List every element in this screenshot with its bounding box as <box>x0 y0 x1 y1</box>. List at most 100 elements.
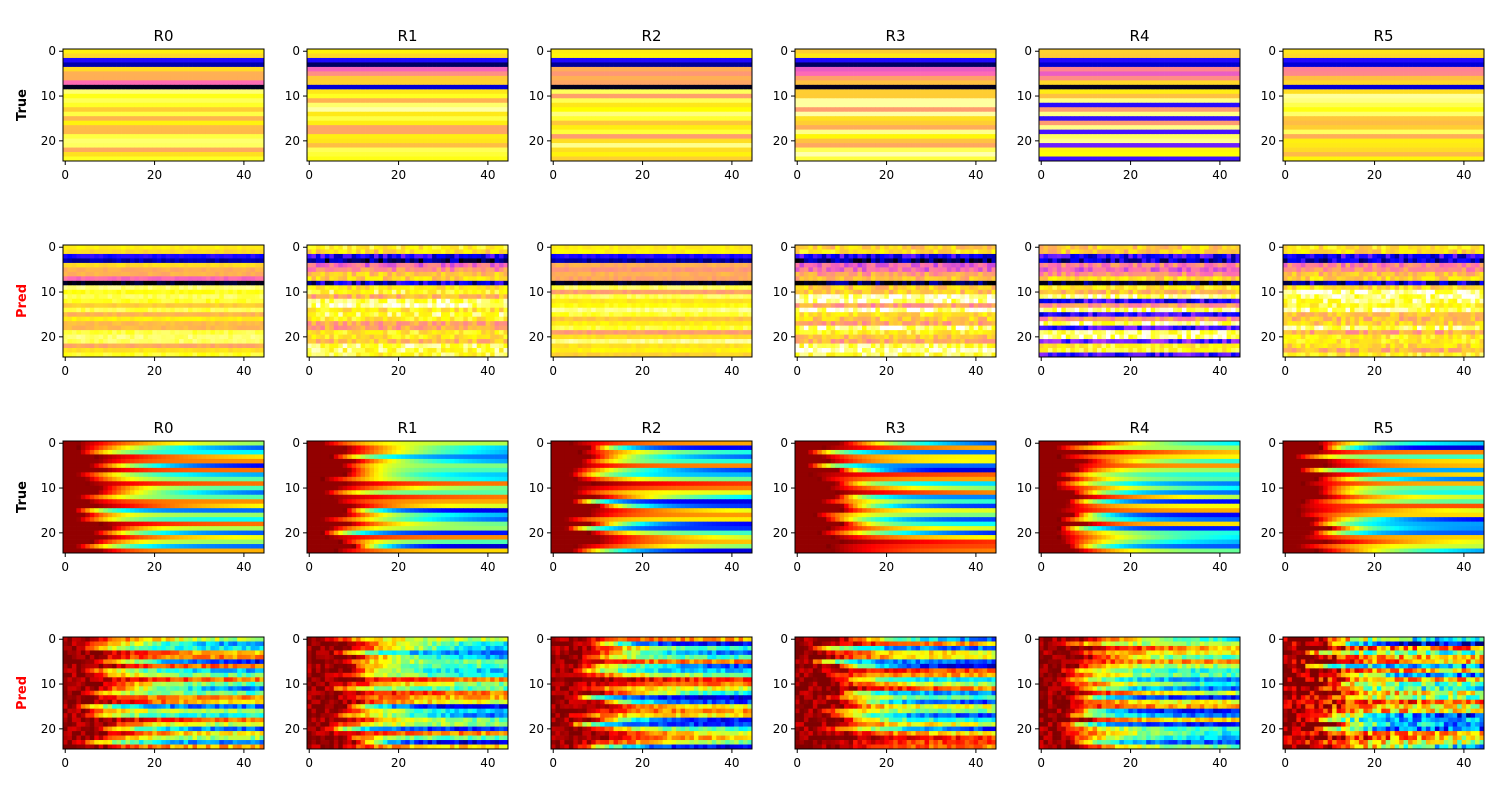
heatmap-cell <box>436 125 442 130</box>
heatmap-cell <box>490 156 495 162</box>
heatmap-cell <box>1146 84 1152 90</box>
heatmap-cell <box>467 98 473 104</box>
heatmap-cell <box>808 66 814 72</box>
heatmap-cell <box>693 120 699 126</box>
heatmap-cell <box>130 134 135 139</box>
heatmap-cell <box>862 147 867 153</box>
heatmap-cell <box>853 116 858 122</box>
heatmap-cell <box>1088 80 1093 86</box>
heatmap-cell <box>476 134 482 139</box>
heatmap-cell <box>130 143 135 148</box>
heatmap-cell <box>179 49 184 54</box>
heatmap-cell <box>689 98 695 104</box>
heatmap-cell <box>382 89 388 95</box>
heatmap-cell <box>205 152 211 157</box>
heatmap-cell <box>893 147 899 153</box>
heatmap-cell <box>884 98 890 104</box>
heatmap-cell <box>1199 66 1205 72</box>
heatmap-cell <box>937 71 943 77</box>
y-tick-label: 0 <box>536 44 544 58</box>
heatmap-cell <box>338 53 344 59</box>
heatmap-cell <box>338 147 344 153</box>
heatmap-cell <box>347 147 353 153</box>
heatmap-cell <box>76 93 82 99</box>
heatmap-cell <box>125 66 131 72</box>
heatmap-cell <box>324 156 330 162</box>
heatmap-cell <box>405 102 411 108</box>
heatmap-cell <box>649 152 655 157</box>
heatmap-cell <box>165 75 171 81</box>
heatmap-cell <box>595 143 601 148</box>
heatmap-cell <box>1155 84 1160 90</box>
heatmap-cell <box>414 129 420 135</box>
heatmap-cell <box>356 129 361 135</box>
heatmap-cell <box>693 156 699 162</box>
heatmap-cell <box>152 152 158 157</box>
heatmap-cell <box>631 138 637 144</box>
heatmap-cell <box>89 53 95 59</box>
heatmap-cell <box>476 152 482 157</box>
heatmap-cell <box>1199 57 1205 63</box>
heatmap-cell <box>1195 71 1201 77</box>
heatmap-cell <box>333 111 339 117</box>
heatmap-cell <box>103 134 109 139</box>
heatmap-cell <box>382 66 388 72</box>
heatmap-cell <box>960 71 966 77</box>
heatmap-cell <box>192 116 198 122</box>
heatmap-cell <box>112 49 117 54</box>
heatmap-cell <box>689 138 695 144</box>
heatmap-cell <box>716 129 722 135</box>
heatmap-cell <box>360 75 366 81</box>
heatmap-cell <box>1150 66 1156 72</box>
heatmap-cell <box>356 138 361 144</box>
heatmap-cell <box>879 98 885 104</box>
heatmap-cell <box>991 138 997 144</box>
heatmap-cell <box>559 107 565 113</box>
heatmap-cell <box>978 84 983 90</box>
heatmap-cell <box>795 98 800 104</box>
heatmap-cell <box>747 66 753 72</box>
heatmap-cell <box>458 107 464 113</box>
heatmap-cell <box>423 107 428 113</box>
heatmap-cell <box>888 143 894 148</box>
heatmap-cell <box>870 107 876 113</box>
heatmap-cell <box>716 102 722 108</box>
heatmap-cell <box>906 116 912 122</box>
heatmap-cell <box>214 134 220 139</box>
heatmap-cell <box>94 80 100 86</box>
heatmap-cell <box>103 147 109 153</box>
heatmap-cell <box>391 71 397 77</box>
heatmap-cell <box>693 147 699 153</box>
heatmap-cell <box>875 66 881 72</box>
heatmap-cell <box>241 49 247 54</box>
heatmap-cell <box>920 84 925 90</box>
heatmap-cell <box>929 62 934 68</box>
heatmap-cell <box>888 57 894 63</box>
heatmap-cell <box>1061 49 1067 54</box>
heatmap-cell <box>667 147 672 153</box>
heatmap-cell <box>888 49 894 54</box>
heatmap-cell <box>356 107 361 113</box>
heatmap-cell <box>324 53 330 59</box>
heatmap-cell <box>76 80 82 86</box>
heatmap-cell <box>812 53 818 59</box>
heatmap-cell <box>250 57 256 63</box>
heatmap-cell <box>799 143 805 148</box>
heatmap-cell <box>649 116 655 122</box>
heatmap-cell <box>192 75 198 81</box>
heatmap-cell <box>738 116 744 122</box>
heatmap-cell <box>311 156 317 162</box>
heatmap-cell <box>951 66 957 72</box>
heatmap-cell <box>315 66 321 72</box>
heatmap-cell <box>1039 53 1044 59</box>
heatmap-cell <box>382 107 388 113</box>
heatmap-cell <box>387 143 393 148</box>
heatmap-cell <box>85 80 91 86</box>
heatmap-cell <box>609 84 614 90</box>
heatmap-cell <box>743 93 748 99</box>
heatmap-cell <box>640 93 646 99</box>
heatmap-cell <box>481 49 487 54</box>
heatmap-cell <box>738 129 744 135</box>
heatmap-cell <box>445 134 451 139</box>
